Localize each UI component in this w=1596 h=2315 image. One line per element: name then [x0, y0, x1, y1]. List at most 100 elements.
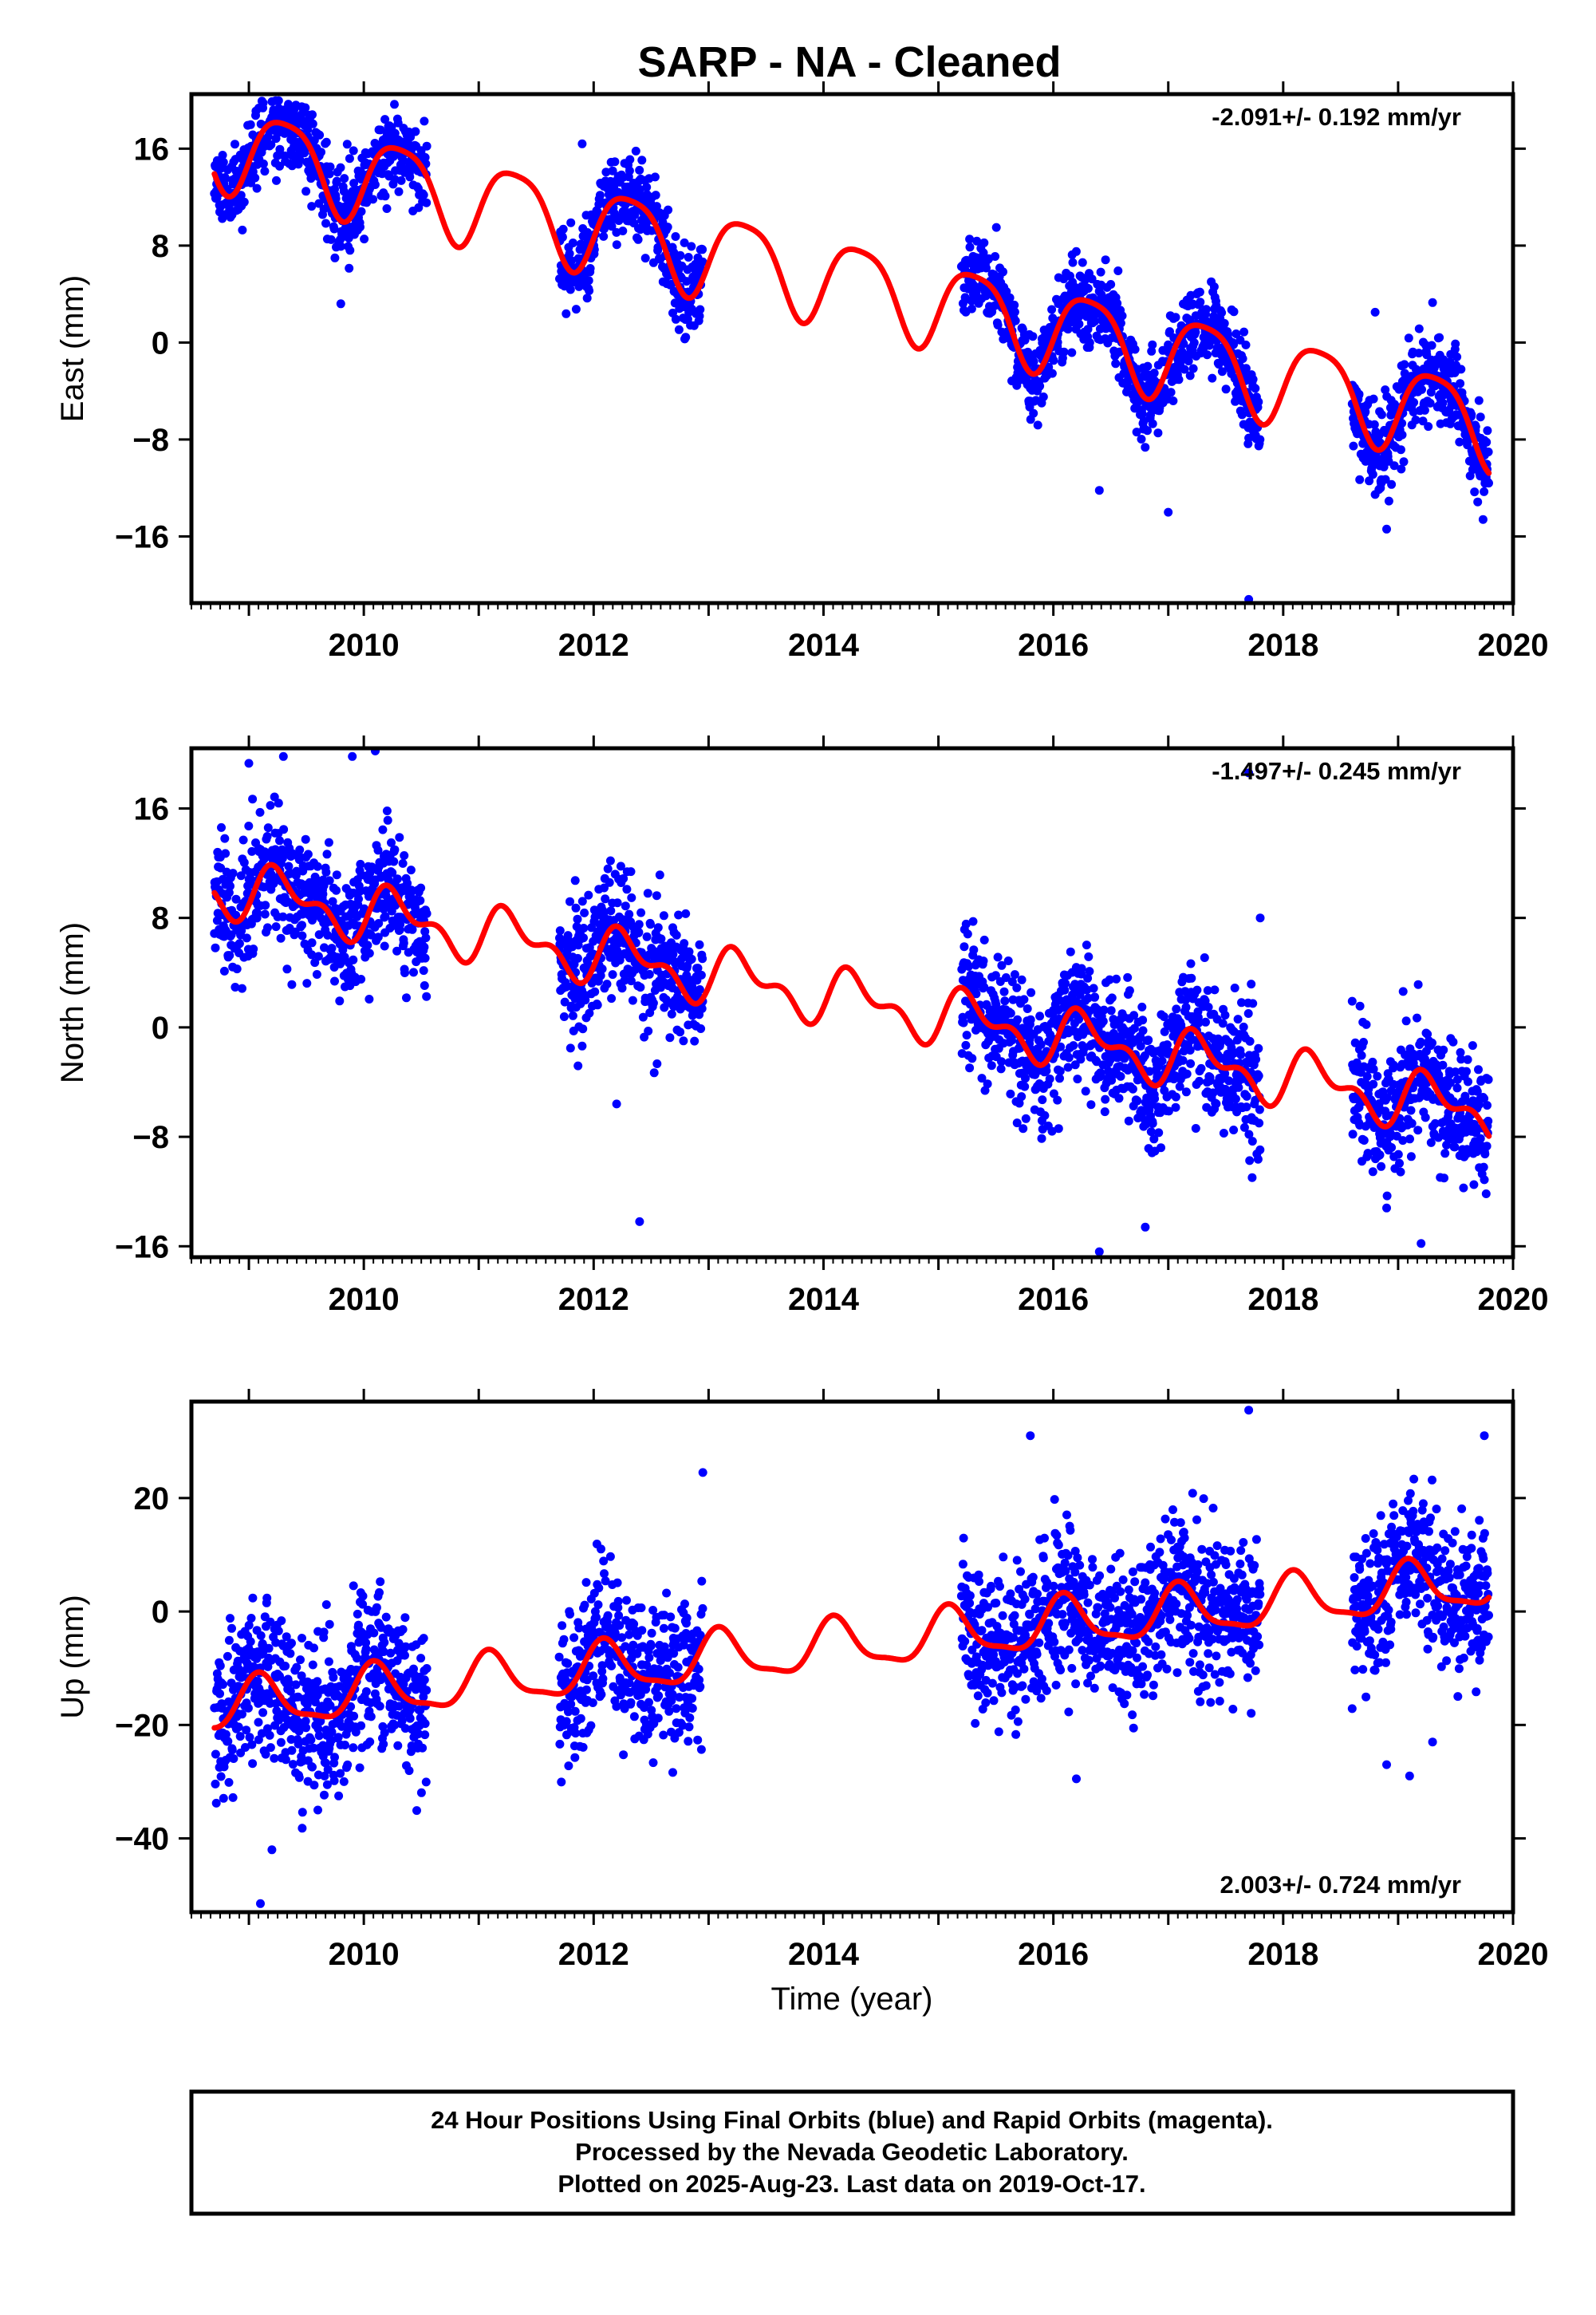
east-data-point: [1418, 416, 1428, 426]
east-data-point: [1029, 408, 1038, 418]
east-y-tick-label: 8: [152, 229, 169, 264]
north-outlier-point: [1094, 1247, 1104, 1256]
north-data-point: [314, 930, 324, 940]
east-data-point: [1471, 422, 1480, 432]
east-data-point: [1389, 461, 1399, 471]
east-data-point: [340, 174, 349, 183]
north-data-point: [363, 941, 372, 950]
east-data-point: [1116, 318, 1125, 328]
east-data-point: [1241, 364, 1251, 373]
east-data-point: [1063, 325, 1073, 334]
north-data-point: [421, 933, 431, 943]
north-data-point: [330, 976, 339, 986]
north-data-point: [278, 912, 288, 921]
north-data-point: [573, 914, 582, 924]
north-data-point: [967, 1054, 977, 1063]
east-data-point: [1238, 354, 1247, 364]
north-data-point: [357, 975, 366, 984]
north-outlier-point: [635, 1217, 644, 1226]
north-x-tick-label: 2016: [1018, 1282, 1089, 1317]
north-data-point: [1362, 1071, 1372, 1081]
north-data-point: [578, 1024, 588, 1034]
up-data-point: [224, 1777, 234, 1787]
east-data-point: [671, 314, 680, 324]
east-data-point: [332, 176, 341, 186]
north-data-point: [1133, 1096, 1142, 1106]
north-data-point: [1021, 1074, 1030, 1083]
north-data-point: [1019, 1124, 1028, 1134]
east-data-point: [1085, 338, 1094, 347]
north-data-point: [307, 950, 317, 960]
east-x-tick-label: 2014: [788, 628, 860, 663]
east-data-point: [315, 130, 325, 140]
east-data-point: [1208, 373, 1217, 383]
north-data-point: [1006, 1008, 1015, 1018]
north-data-point: [1101, 1094, 1110, 1104]
north-data-point: [1053, 1095, 1062, 1105]
east-data-point: [599, 231, 609, 241]
north-data-point: [1247, 1137, 1257, 1146]
north-data-point: [349, 955, 358, 964]
north-data-point: [1138, 1026, 1148, 1035]
north-data-point: [597, 964, 607, 974]
north-data-point: [366, 930, 376, 940]
figure-title: SARP - NA - Cleaned: [637, 38, 1061, 86]
east-data-point: [610, 157, 620, 167]
north-data-point: [1233, 1015, 1243, 1024]
north-data-point: [605, 856, 615, 866]
north-data-point: [1247, 980, 1256, 989]
north-data-point: [282, 964, 292, 974]
north-data-point: [1013, 1015, 1023, 1024]
east-data-point: [1411, 416, 1421, 424]
north-data-point: [602, 980, 612, 989]
north-data-point: [242, 933, 251, 943]
north-outlier-point: [278, 751, 288, 761]
north-data-point: [1138, 1016, 1148, 1025]
north-data-point: [646, 920, 655, 929]
north-data-point: [1186, 1059, 1196, 1068]
north-data-point: [1055, 1067, 1065, 1076]
east-outlier-point: [1209, 282, 1219, 291]
north-data-point: [652, 891, 661, 901]
east-data-point: [1425, 398, 1435, 408]
north-data-point: [318, 889, 328, 899]
up-data-point: [264, 1643, 274, 1653]
north-data-point: [416, 883, 426, 893]
east-data-point: [258, 98, 268, 108]
north-data-point: [1038, 1095, 1047, 1105]
north-data-point: [1357, 1051, 1366, 1060]
north-data-point: [584, 890, 593, 900]
east-data-point: [360, 235, 369, 244]
east-outlier-point: [1094, 486, 1104, 495]
north-data-point: [271, 922, 281, 932]
north-data-point: [389, 857, 399, 866]
east-data-point: [1221, 385, 1231, 394]
north-data-point: [1229, 1126, 1239, 1134]
north-data-point: [969, 945, 979, 955]
east-data-point: [1185, 371, 1195, 381]
north-data-point: [1172, 1004, 1181, 1014]
north-data-point: [224, 888, 234, 897]
north-data-point: [1042, 1066, 1051, 1075]
north-data-point: [321, 867, 331, 877]
east-data-point: [1217, 308, 1227, 317]
north-data-point: [1483, 1101, 1492, 1110]
east-data-point: [308, 119, 317, 128]
north-data-point: [239, 858, 249, 867]
east-data-point: [321, 137, 331, 147]
east-data-point: [1397, 419, 1407, 428]
north-data-point: [1181, 1003, 1191, 1012]
east-data-point: [698, 257, 707, 266]
east-data-point: [1355, 475, 1365, 484]
east-data-point: [325, 162, 335, 172]
north-data-point: [1040, 1110, 1050, 1120]
east-data-point: [1201, 305, 1211, 314]
north-data-point: [1196, 1063, 1206, 1073]
north-data-point: [298, 909, 307, 919]
north-outlier-point: [1141, 1222, 1150, 1232]
east-data-point: [637, 156, 647, 165]
north-data-point: [1395, 1158, 1404, 1168]
east-data-point: [695, 311, 704, 321]
north-data-point: [1484, 1075, 1493, 1084]
east-data-point: [1456, 365, 1466, 374]
